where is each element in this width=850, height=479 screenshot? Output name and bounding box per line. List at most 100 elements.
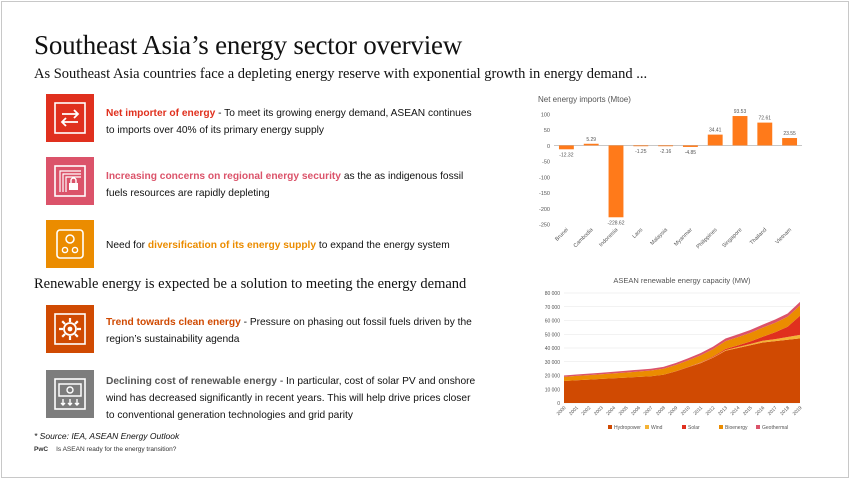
source-note: * Source: IEA, ASEAN Energy Outlook [34, 431, 180, 441]
bar-brunei [558, 145, 574, 150]
item-clean-energy: Trend towards clean energy - Pressure on… [106, 314, 478, 348]
legend-label-bioenergy: Bioenergy [725, 425, 748, 431]
area-y-tick-label: 80 000 [545, 291, 561, 297]
area-x-tick-label: 2017 [767, 405, 779, 417]
item-separator: - [240, 317, 250, 328]
area-x-tick-label: 2010 [680, 405, 692, 417]
item-highlight: diversification of its energy supply [147, 240, 317, 251]
bar-value-label: -2.16 [660, 149, 672, 155]
item-net-importer: Net importer of energy - To meet its gro… [106, 105, 478, 139]
bar-value-label: -1.25 [635, 149, 647, 155]
area-series-wind [564, 334, 800, 381]
area-chart-title: ASEAN renewable energy capacity (MW) [613, 276, 751, 285]
area-series-hydropower [564, 338, 800, 403]
area-x-tick-label: 2002 [580, 405, 592, 417]
area-y-tick-label: 40 000 [545, 346, 561, 352]
bar-x-tick-label: Indonesia [598, 227, 620, 249]
bar-malaysia [658, 145, 674, 147]
item-prefix: Need for [106, 240, 148, 251]
bar-value-label: -4.85 [685, 150, 697, 156]
legend-label-hydropower: Hydropower [614, 425, 641, 431]
item-highlight: Trend towards clean energy [106, 317, 241, 328]
area-y-tick-label: 50 000 [545, 332, 561, 338]
bar-value-label: 34.41 [709, 128, 722, 134]
diversification-icon-box [46, 220, 94, 268]
footer: PwC Is ASEAN ready for the energy transit… [34, 446, 176, 453]
area-x-tick-label: 2014 [730, 405, 742, 417]
bar-singapore [732, 116, 748, 146]
legend-swatch-hydropower [608, 425, 612, 429]
net-energy-imports-chart: Net energy imports (Mtoe) 100 50 0 -50 -100 -1… [538, 95, 802, 250]
renewable-cost-icon-box [46, 370, 94, 418]
bar-thailand [757, 122, 773, 146]
area-x-tick-label: 2009 [667, 405, 679, 417]
gear-cog-icon [54, 313, 86, 345]
footer-brand: PwC [34, 446, 49, 453]
controls-icon [56, 229, 84, 259]
area-x-tick-label: 2012 [705, 405, 717, 417]
bar-laos [633, 145, 649, 147]
area-y-tick-label: 60 000 [545, 319, 561, 325]
item-renewable-cost: Declining cost of renewable energy - In … [106, 373, 478, 424]
clean-energy-icon-box [46, 305, 94, 353]
item-body: To meet its growing energy demand, ASEAN… [106, 108, 472, 136]
area-y-tick-label: 30 000 [545, 360, 561, 366]
area-series-bioenergy [564, 305, 800, 381]
bar-value-label: -228.62 [608, 220, 625, 226]
money-down-icon [54, 378, 86, 410]
bar-y-tick-label: 50 [544, 128, 550, 134]
item-diversification: Need for diversification of its energy s… [106, 237, 478, 254]
bar-x-tick-label: Singapore [721, 227, 743, 249]
bar-y-tick-label: -250 [539, 223, 550, 229]
arrows-exchange-icon [54, 102, 86, 134]
item-highlight: Increasing concerns on regional energy s… [106, 171, 341, 182]
bar-x-tick-label: Philippines [696, 227, 719, 250]
bar-x-tick-label: Myanmar [673, 227, 694, 248]
bar-vietnam [782, 138, 798, 146]
bar-x-tick-label: Laos [632, 227, 645, 240]
page-subtitle: As Southeast Asia countries face a deple… [34, 66, 648, 82]
area-x-tick-label: 2007 [643, 405, 655, 417]
area-series-geothermal [564, 301, 800, 377]
bar-indonesia [608, 145, 624, 218]
item-highlight: Declining cost of renewable energy [106, 376, 277, 387]
bar-x-tick-label: Thailand [749, 227, 768, 246]
area-y-tick-label: 10 000 [545, 387, 561, 393]
bar-x-tick-label: Brunei [554, 227, 569, 242]
item-body: to expand the energy system [318, 240, 450, 251]
legend-label-solar: Solar [688, 425, 700, 431]
area-y-tick-label: 20 000 [545, 374, 561, 380]
item-separator: - [215, 108, 225, 119]
bar-y-tick-label: -200 [539, 207, 550, 213]
legend-swatch-bioenergy [719, 425, 723, 429]
legend-label-wind: Wind [651, 425, 663, 431]
area-x-tick-label: 2019 [792, 405, 804, 417]
bar-chart-title: Net energy imports (Mtoe) [538, 95, 631, 104]
bar-value-label: 5.29 [586, 137, 596, 143]
bar-value-label: 23.55 [783, 131, 796, 137]
bar-x-tick-label: Malaysia [649, 227, 669, 247]
area-x-tick-label: 2011 [693, 405, 705, 417]
lock-security-icon [54, 165, 86, 197]
renewable-capacity-chart: ASEAN renewable energy capacity (MW) 0 10 … [545, 276, 804, 431]
bar-y-tick-label: -150 [539, 191, 550, 197]
area-x-tick-label: 2013 [717, 405, 729, 417]
area-x-tick-label: 2008 [655, 405, 667, 417]
area-y-tick-label: 70 000 [545, 305, 561, 311]
item-energy-security: Increasing concerns on regional energy s… [106, 168, 478, 202]
area-x-tick-label: 2001 [568, 405, 580, 417]
area-x-tick-label: 2015 [742, 405, 754, 417]
area-x-tick-label: 2004 [605, 405, 617, 417]
area-x-tick-label: 2016 [754, 405, 766, 417]
footer-text: Is ASEAN ready for the energy transition… [56, 446, 177, 453]
area-y-tick-label: 0 [557, 401, 560, 407]
bar-value-label: -12.32 [559, 152, 573, 158]
item-highlight: Net importer of energy [106, 108, 216, 119]
bar-y-tick-label: -50 [542, 160, 550, 166]
legend-label-geothermal: Geothermal [762, 425, 788, 431]
page-title: Southeast Asia’s energy sector overview [34, 30, 463, 60]
legend-swatch-solar [682, 425, 686, 429]
bar-y-tick-label: -100 [539, 175, 550, 181]
bar-y-tick-label: 0 [547, 144, 550, 150]
